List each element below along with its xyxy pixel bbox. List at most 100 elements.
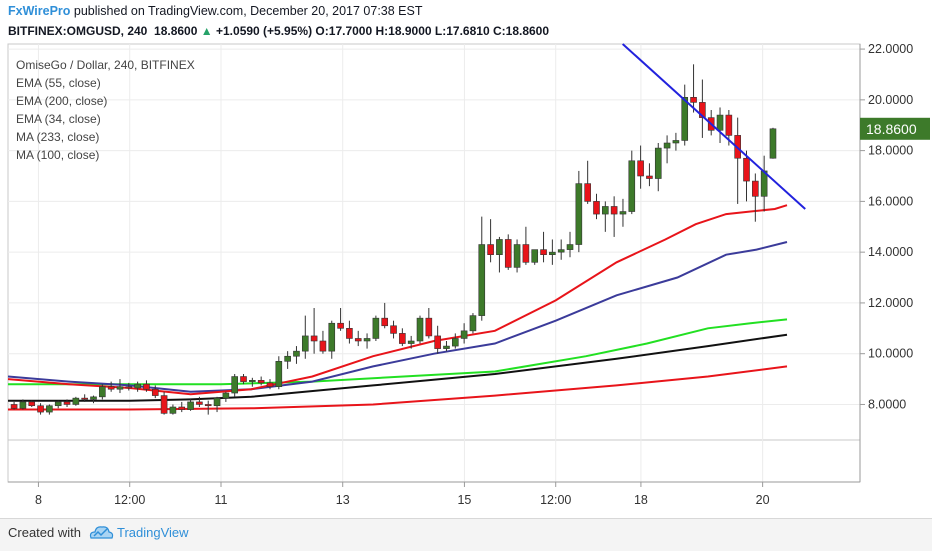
candle (275, 356, 283, 390)
candle (301, 315, 309, 359)
y-tick-label: 14.0000 (868, 245, 913, 259)
candle (46, 404, 53, 415)
y-tick-label: 20.0000 (868, 93, 913, 107)
candle-body (549, 251, 556, 255)
candle (213, 396, 221, 413)
candle (19, 399, 27, 410)
candle-body (63, 401, 71, 405)
legend-symbol: OmiseGo / Dollar, 240, BITFINEX (16, 58, 195, 72)
chart-axes: 22.0000 20.0000 18.0000 16.0000 14.0000 12.00… (8, 42, 913, 507)
chart-legend: OmiseGo / Dollar, 240, BITFINEX EMA (55, … (16, 58, 195, 162)
candle-body (478, 244, 486, 316)
candle-body (390, 325, 397, 334)
candle-body (504, 239, 512, 268)
candle-body (19, 401, 27, 409)
candle-body (372, 317, 380, 339)
indicator-lines (7, 204, 788, 411)
last-price: 18.8600 (154, 24, 198, 38)
created-with-text: Created with (8, 525, 81, 540)
line-ema200 (8, 333, 788, 402)
candle (584, 160, 591, 204)
high-label: H: (375, 24, 389, 38)
candle (425, 308, 433, 339)
candle (443, 341, 450, 352)
candle-body (319, 340, 327, 352)
price-tag: 18.8600 (860, 117, 930, 140)
candle (628, 150, 636, 215)
candle (769, 127, 777, 159)
legend-indicator: EMA (200, close) (16, 94, 107, 108)
candle (602, 201, 609, 232)
close-value: 18.8600 (505, 24, 550, 38)
candle-body (513, 244, 521, 268)
candle (760, 155, 768, 212)
candle-body (434, 335, 441, 349)
x-tick-label: 15 (457, 493, 471, 507)
candle-body (81, 397, 88, 400)
candle-body (628, 160, 636, 212)
candle (28, 400, 36, 407)
candle (663, 135, 671, 164)
candle (593, 193, 600, 220)
candle (646, 163, 653, 187)
candle (222, 391, 230, 402)
y-tick-label: 8.0000 (868, 397, 906, 411)
symbol-info: BITFINEX:OMGUSD, 240 18.8600 ▲ +1.0590 (… (8, 24, 549, 38)
candle (690, 64, 697, 113)
footer: Created with TradingView (0, 518, 932, 551)
chart-grid (7, 43, 861, 483)
candle (151, 385, 159, 399)
candle (549, 239, 556, 265)
candle-body (231, 376, 238, 394)
candle-body (610, 206, 618, 215)
candle (107, 381, 115, 392)
candle (752, 173, 759, 222)
candle (451, 333, 459, 349)
line-ema34 (7, 204, 788, 396)
candle-body (654, 147, 662, 179)
candle-body (602, 206, 609, 215)
candle-body (681, 97, 689, 141)
candle-body (346, 328, 353, 339)
line-ma100 (8, 318, 788, 386)
publish-info: FxWirePro published on TradingView.com, … (8, 4, 423, 18)
candle (249, 377, 256, 387)
candle-body (116, 386, 124, 390)
candle-body (222, 392, 230, 399)
x-tick-label: 12:00 (540, 493, 571, 507)
candle (81, 394, 88, 402)
candle-body (99, 386, 106, 398)
chart-header: FxWirePro published on TradingView.com, … (0, 0, 932, 44)
candle (319, 330, 327, 354)
tradingview-cloud-icon (89, 526, 114, 539)
candle (522, 226, 530, 265)
candle (134, 381, 141, 392)
candle-body (213, 397, 221, 407)
candle (619, 198, 627, 227)
candle-body (593, 201, 600, 215)
candle (310, 308, 318, 354)
candle (407, 335, 415, 349)
candle-body (10, 404, 18, 409)
candle (540, 231, 547, 263)
candle-body (699, 102, 706, 118)
candle (743, 150, 750, 202)
candle-body (663, 142, 671, 149)
y-tick-label: 16.0000 (868, 194, 913, 208)
publisher-link[interactable]: FxWirePro (8, 4, 71, 18)
candle (716, 107, 724, 143)
price-chart[interactable]: 22.0000 20.0000 18.0000 16.0000 14.0000 12.00… (0, 0, 932, 518)
candle (654, 143, 662, 192)
legend-indicator: MA (233, close) (16, 130, 99, 144)
candle-body (187, 401, 194, 410)
price-tag-label: 18.8600 (866, 121, 917, 137)
candle-body (407, 340, 415, 344)
candle (416, 315, 424, 344)
up-arrow-icon: ▲ (200, 24, 213, 38)
candle (390, 320, 397, 339)
candle (399, 328, 406, 347)
candle (10, 401, 18, 410)
candle-body (284, 355, 291, 362)
tradingview-brand-link[interactable]: TradingView (117, 525, 189, 540)
candle-body (584, 183, 591, 202)
